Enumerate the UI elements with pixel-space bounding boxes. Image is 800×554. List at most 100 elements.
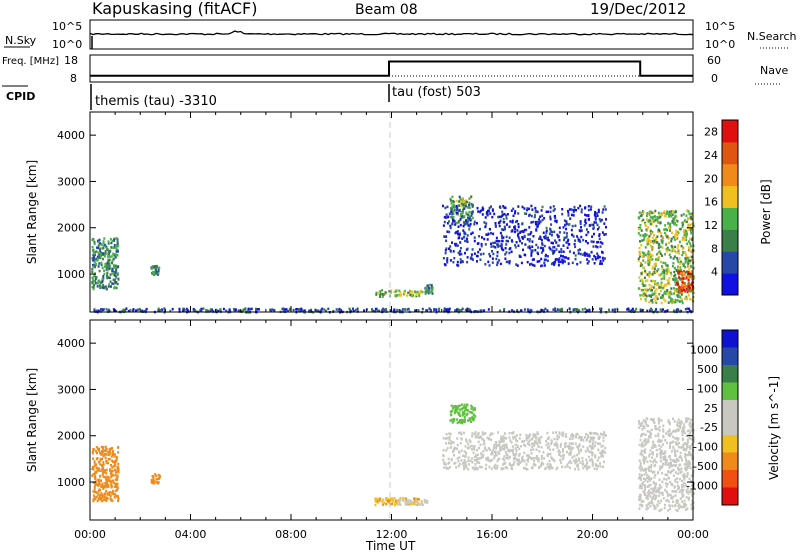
data-cell (669, 432, 672, 436)
data-cell (285, 308, 288, 311)
data-cell (598, 234, 601, 237)
data-cell (481, 437, 484, 441)
data-cell (404, 497, 407, 500)
data-cell (473, 239, 476, 243)
data-cell (567, 214, 570, 217)
data-cell (661, 452, 664, 455)
data-cell (541, 461, 544, 464)
velocity-colorbar-label: Velocity [m s^-1] (767, 376, 781, 480)
data-cell (521, 242, 523, 245)
data-cell (639, 424, 642, 428)
data-cell (104, 476, 107, 479)
data-cell (491, 450, 493, 454)
data-cell (396, 499, 399, 502)
data-cell (690, 271, 692, 275)
data-cell (553, 437, 556, 441)
data-cell (500, 215, 502, 219)
data-cell (584, 307, 587, 311)
data-cell (644, 486, 646, 489)
ytick-label-2000: 2000 (57, 430, 85, 443)
data-cell (681, 459, 683, 462)
data-cell (464, 408, 467, 411)
data-cell (511, 219, 514, 223)
data-cell (96, 246, 98, 249)
power-colorbar-tick: 12 (704, 219, 718, 232)
data-cell (446, 258, 449, 262)
data-cell (503, 445, 506, 449)
beam-title: Beam 08 (355, 2, 418, 18)
data-cell (524, 444, 527, 448)
data-cell (338, 308, 341, 311)
data-cell (388, 290, 391, 293)
data-cell (426, 287, 429, 290)
data-cell (482, 252, 485, 256)
data-cell (637, 232, 640, 235)
data-cell (662, 455, 665, 459)
data-cell (453, 446, 456, 450)
data-cell (660, 486, 663, 489)
power-colorbar-tick: 24 (704, 149, 718, 162)
data-cell (658, 444, 661, 447)
data-cell (639, 226, 642, 230)
data-cell (658, 494, 661, 497)
data-cell (228, 308, 231, 311)
data-cell (471, 248, 474, 251)
data-cell (561, 258, 564, 261)
data-cell (646, 238, 649, 241)
data-cell (468, 218, 471, 221)
data-cell (664, 457, 667, 460)
data-cell (674, 210, 677, 214)
data-cell (658, 468, 661, 471)
data-cell (678, 300, 681, 303)
data-cell (519, 230, 522, 234)
data-cell (157, 477, 160, 481)
data-cell (416, 502, 419, 505)
data-cell (385, 498, 388, 502)
data-cell (463, 215, 466, 218)
data-cell (548, 467, 551, 470)
data-cell (505, 260, 508, 264)
data-cell (490, 242, 492, 245)
data-cell (502, 447, 505, 451)
data-cell (94, 474, 97, 478)
data-cell (643, 234, 646, 237)
data-cell (690, 223, 693, 226)
data-cell (472, 413, 475, 416)
data-cell (241, 310, 244, 313)
data-cell (657, 251, 659, 255)
data-cell (470, 214, 473, 217)
data-cell (685, 466, 688, 469)
data-cell (399, 291, 402, 294)
data-cell (626, 308, 629, 311)
data-cell (475, 254, 478, 258)
data-cell (684, 502, 687, 506)
data-cell (371, 309, 374, 312)
data-cell (405, 503, 408, 506)
data-cell (670, 213, 673, 216)
data-cell (645, 290, 648, 293)
data-cell (94, 477, 97, 480)
data-cell (480, 242, 483, 246)
data-cell (676, 423, 679, 427)
data-cell (112, 257, 115, 261)
data-cell (541, 264, 544, 267)
data-cell (645, 424, 648, 427)
data-cell (447, 309, 450, 313)
data-cell (682, 236, 685, 239)
data-cell (644, 451, 647, 454)
data-cell (665, 250, 668, 253)
data-cell (94, 471, 97, 474)
data-cell (458, 195, 461, 199)
data-cell (155, 264, 158, 268)
data-cell (518, 447, 521, 451)
data-cell (480, 309, 483, 312)
data-cell (104, 243, 107, 247)
data-cell (602, 454, 605, 458)
data-cell (665, 212, 668, 216)
data-cell (209, 308, 212, 311)
data-cell (537, 457, 540, 461)
data-cell (659, 221, 662, 224)
data-cell (473, 458, 476, 462)
data-cell (403, 291, 406, 295)
data-cell (560, 250, 563, 254)
